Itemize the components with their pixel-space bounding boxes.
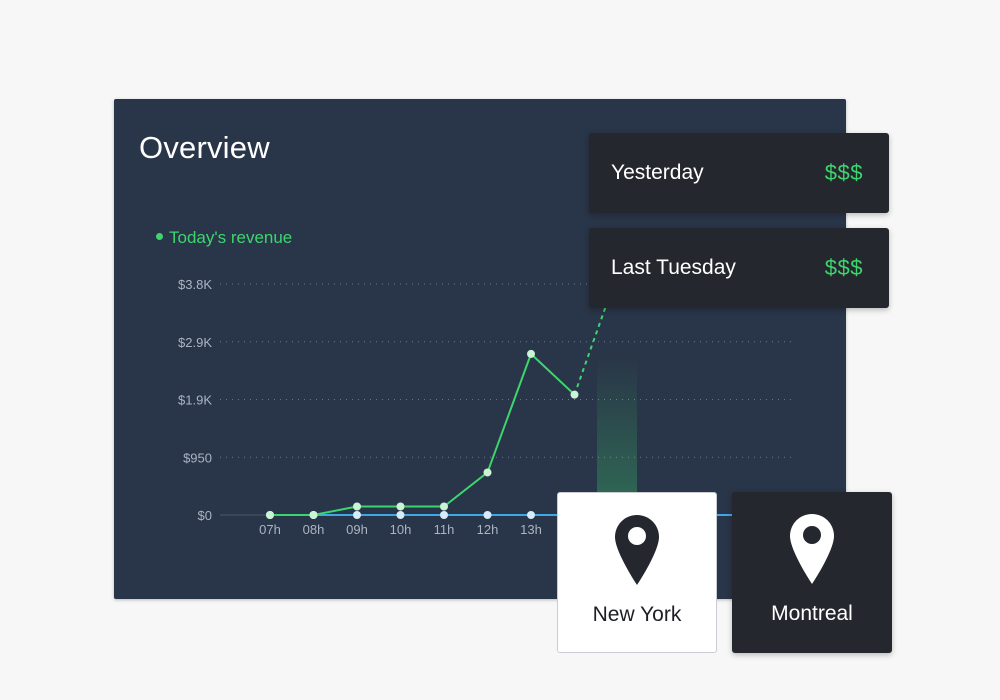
y-tick-label: $1.9K [178, 393, 212, 408]
x-tick-label: 07h [259, 522, 281, 537]
location-name: Montreal [771, 602, 853, 625]
data-point-revenue [266, 511, 274, 519]
location-card-new-york[interactable]: New York [557, 492, 717, 653]
compare-label: Yesterday [611, 161, 704, 184]
data-point-baseline [353, 511, 361, 519]
series-line-revenue [270, 352, 576, 516]
data-point-revenue [353, 502, 361, 511]
x-tick-label: 08h [303, 522, 325, 537]
x-tick-label: 12h [477, 522, 499, 537]
data-point-baseline [440, 511, 448, 519]
data-point-baseline [483, 511, 492, 519]
data-point-revenue [483, 468, 492, 477]
legend-label: Today's revenue [169, 228, 293, 247]
x-tick-label: 09h [346, 522, 368, 537]
x-tick-label: 13h [520, 522, 542, 537]
y-tick-label: $2.9K [178, 335, 212, 350]
hover-highlight-bar [597, 355, 637, 495]
x-tick-label: 10h [390, 522, 412, 537]
compare-value: $$$ [824, 160, 863, 185]
data-point-baseline [396, 511, 405, 519]
compare-value: $$$ [824, 255, 863, 280]
data-point-revenue [570, 390, 579, 399]
y-tick-label: $0 [198, 508, 212, 523]
y-tick-label: $3.8K [178, 277, 212, 292]
location-name: New York [592, 603, 682, 626]
data-point-revenue [527, 349, 535, 358]
data-point-baseline [527, 511, 535, 519]
data-point-revenue [440, 502, 448, 511]
compare-card-yesterday[interactable]: Yesterday $$$ [589, 133, 889, 213]
chart-legend: Today's revenue [156, 228, 292, 248]
data-point-revenue [396, 502, 405, 511]
series-projection-revenue [573, 271, 619, 395]
map-pin-icon [790, 514, 834, 584]
x-tick-label: 11h [434, 522, 455, 537]
data-point-revenue [309, 511, 318, 519]
map-pin-icon [615, 515, 659, 585]
legend-dot-icon [156, 233, 163, 241]
page-title: Overview [139, 130, 270, 165]
location-card-montreal[interactable]: Montreal [732, 492, 892, 653]
compare-card-last-tuesday[interactable]: Last Tuesday $$$ [589, 228, 889, 308]
y-tick-label: $950 [183, 450, 212, 465]
compare-label: Last Tuesday [611, 256, 736, 279]
